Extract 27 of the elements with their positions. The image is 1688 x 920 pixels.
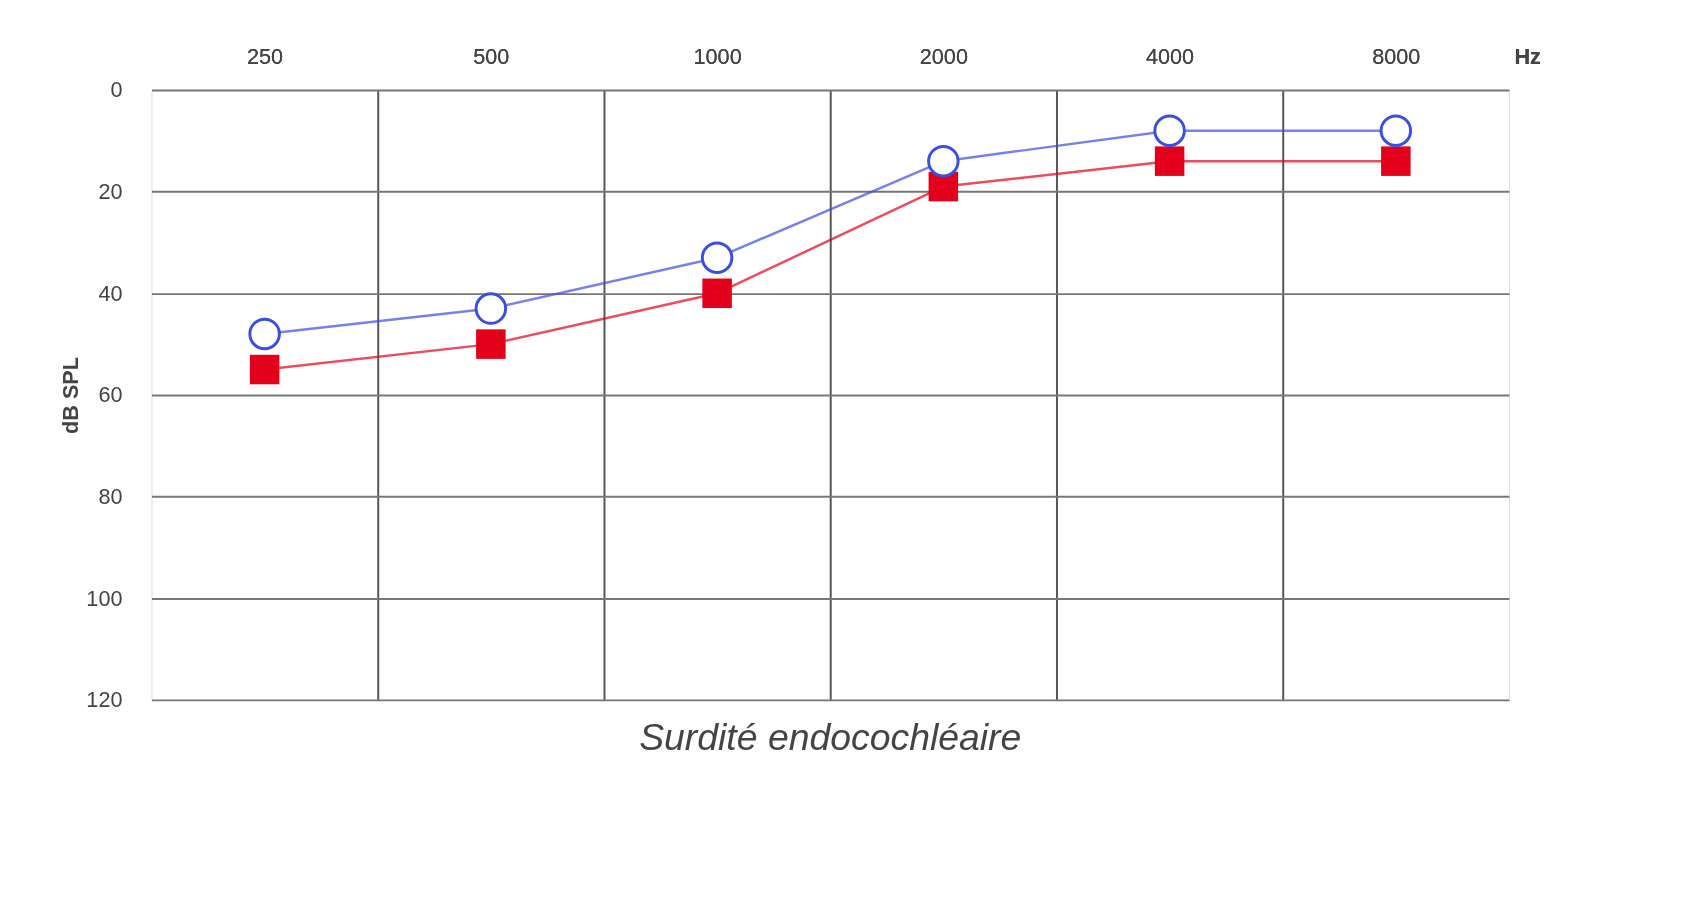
- point: [249, 354, 280, 385]
- point: [248, 317, 281, 351]
- x-tick-label: 4000: [1146, 43, 1195, 69]
- x-tick-label: 8000: [1372, 43, 1421, 69]
- point: [1154, 146, 1185, 176]
- y-tick-label: 60: [98, 382, 123, 408]
- x-axis-title: Hz: [1514, 43, 1541, 69]
- y-tick-label: 40: [98, 280, 123, 306]
- x-tick-label: 500: [473, 43, 510, 69]
- y-tick-label: 80: [98, 483, 123, 509]
- point: [700, 241, 734, 274]
- point: [474, 292, 508, 325]
- y-axis-title: dB SPL: [57, 356, 83, 434]
- y-tick-label: 0: [110, 77, 123, 103]
- point: [702, 278, 732, 309]
- x-tick-label: 2000: [919, 43, 968, 69]
- x-tick-label: 250: [247, 43, 284, 69]
- y-tick-label: 20: [98, 179, 123, 205]
- point: [476, 329, 506, 359]
- y-tick-label: 100: [86, 585, 123, 611]
- text: Surdité endocochléaire: [639, 716, 1022, 759]
- point: [1379, 114, 1413, 147]
- point: [927, 144, 960, 178]
- point: [1153, 114, 1186, 147]
- x-tick-label: 1000: [693, 43, 742, 69]
- y-tick-label: 120: [86, 687, 123, 713]
- point: [1381, 146, 1411, 176]
